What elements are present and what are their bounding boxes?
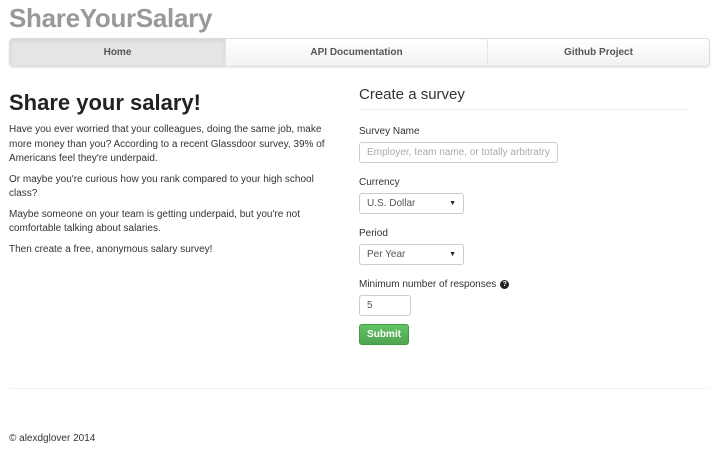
caret-down-icon: ▼ (449, 200, 456, 207)
min-responses-input[interactable]: 5 (359, 295, 411, 316)
main-nav: Home API Documentation Github Project (9, 38, 710, 67)
min-responses-value: 5 (367, 300, 373, 311)
page-title: Share your salary! (9, 90, 201, 115)
question-circle-icon[interactable]: ? (500, 279, 510, 289)
nav-home[interactable]: Home (10, 39, 225, 66)
currency-select[interactable]: U.S. Dollar ▼ (359, 193, 464, 214)
survey-name-input[interactable]: Employer, team name, or totally arbitrat… (359, 142, 558, 163)
currency-label: Currency (359, 177, 400, 188)
intro-paragraph: Then create a free, anonymous salary sur… (9, 243, 213, 255)
submit-button[interactable]: Submit (359, 324, 409, 345)
currency-value: U.S. Dollar (367, 198, 416, 209)
survey-name-label: Survey Name (359, 126, 420, 137)
survey-name-placeholder: Employer, team name, or totally arbitrat… (367, 147, 550, 158)
form-title: Create a survey (359, 86, 689, 110)
min-responses-text: Minimum number of responses (359, 279, 497, 290)
survey-form: Create a survey Survey Name Employer, te… (359, 86, 689, 345)
footer-divider (9, 388, 710, 389)
intro-paragraph: Or maybe you're curious how you rank com… (9, 173, 314, 200)
period-select[interactable]: Per Year ▼ (359, 244, 464, 265)
caret-down-icon: ▼ (449, 251, 456, 258)
footer-copyright: © alexdglover 2014 (9, 433, 96, 444)
period-value: Per Year (367, 249, 406, 260)
intro-section: Share your salary! Have you ever worried… (9, 90, 339, 263)
nav-api-documentation[interactable]: API Documentation (225, 39, 487, 66)
intro-paragraph: Maybe someone on your team is getting un… (9, 208, 300, 235)
min-responses-label: Minimum number of responses? (359, 279, 689, 290)
brand-logo[interactable]: ShareYourSalary (9, 3, 213, 33)
intro-paragraph: Have you ever worried that your colleagu… (9, 124, 325, 164)
period-label: Period (359, 228, 388, 239)
nav-github-project[interactable]: Github Project (487, 39, 709, 66)
